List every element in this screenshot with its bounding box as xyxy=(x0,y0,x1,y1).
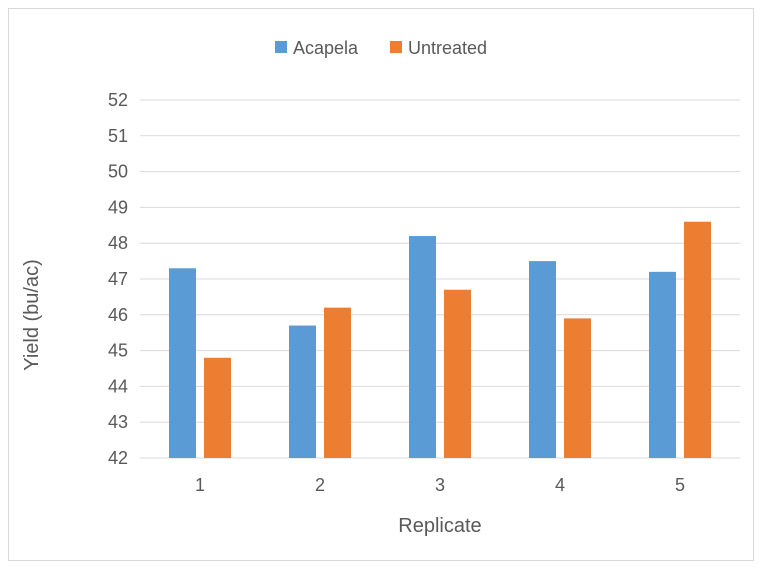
x-axis-title: Replicate xyxy=(398,515,481,537)
y-tick-label: 46 xyxy=(108,305,128,325)
bar-untreated-replicate-1 xyxy=(204,357,231,458)
y-axis-title: Yield (bu/ac) xyxy=(21,259,43,371)
legend-label-untreated: Untreated xyxy=(408,38,487,58)
y-tick-label: 51 xyxy=(108,126,128,146)
legend-swatch-acapela xyxy=(275,41,287,53)
gridlines xyxy=(140,99,740,459)
legend-label-acapela: Acapela xyxy=(293,38,359,58)
bar-untreated-replicate-4 xyxy=(564,318,591,458)
bar-untreated-replicate-2 xyxy=(324,307,351,458)
x-tick-label: 2 xyxy=(315,475,325,495)
bar-acapela-replicate-3 xyxy=(409,236,436,458)
legend-swatch-untreated xyxy=(390,41,402,53)
x-tick-label: 1 xyxy=(195,475,205,495)
x-tick-label: 4 xyxy=(555,475,565,495)
y-tick-label: 45 xyxy=(108,341,128,361)
y-tick-label: 43 xyxy=(108,412,128,432)
y-tick-label: 49 xyxy=(108,197,128,217)
bar-acapela-replicate-5 xyxy=(649,271,676,458)
y-tick-label: 50 xyxy=(108,162,128,182)
bar-acapela-replicate-1 xyxy=(169,268,196,458)
x-tick-label: 3 xyxy=(435,475,445,495)
y-tick-label: 47 xyxy=(108,269,128,289)
x-tick-label: 5 xyxy=(675,475,685,495)
y-tick-label: 48 xyxy=(108,233,128,253)
bar-acapela-replicate-2 xyxy=(289,325,316,458)
y-tick-label: 42 xyxy=(108,448,128,468)
y-axis-tick-labels: 42 43 44 45 46 47 48 49 50 51 52 xyxy=(108,90,128,468)
bar-untreated-replicate-3 xyxy=(444,289,471,458)
y-tick-label: 44 xyxy=(108,376,128,396)
bar-acapela-replicate-4 xyxy=(529,261,556,458)
x-axis-tick-labels: 1 2 3 4 5 xyxy=(195,475,685,495)
bar-untreated-replicate-5 xyxy=(684,221,711,458)
bars xyxy=(169,221,711,458)
y-tick-label: 52 xyxy=(108,90,128,110)
legend: Acapela Untreated xyxy=(275,38,487,58)
